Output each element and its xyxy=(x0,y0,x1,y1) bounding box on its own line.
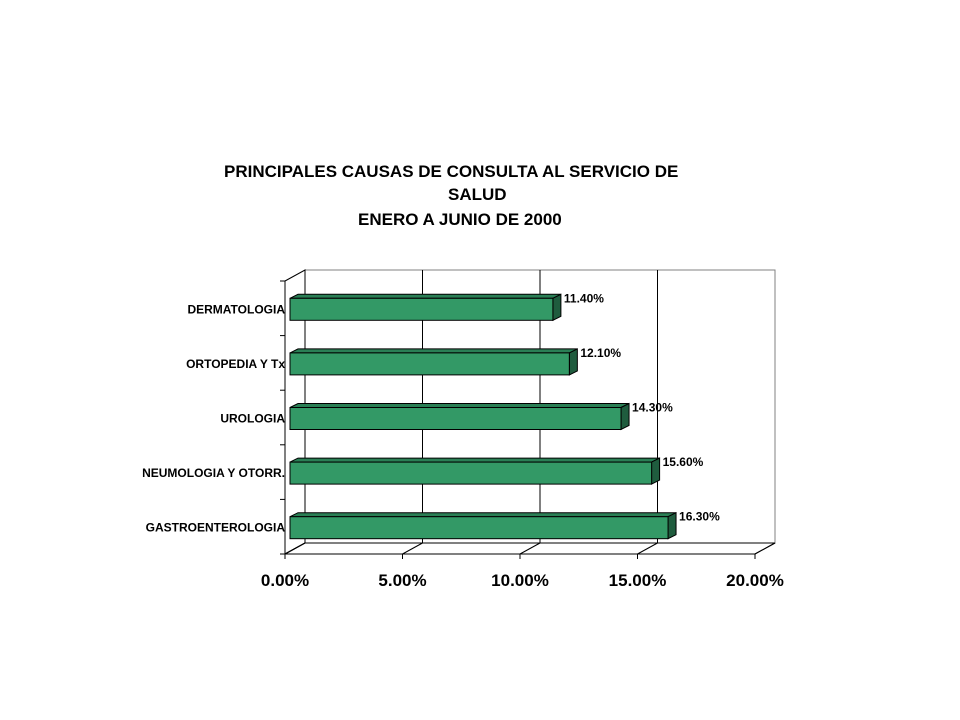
bar-side xyxy=(620,402,630,431)
bar-top xyxy=(289,512,677,518)
bar-value-label: 12.10% xyxy=(580,346,621,360)
chart-title: PRINCIPALES CAUSAS DE CONSULTA AL SERVIC… xyxy=(170,160,790,231)
floor-gridline xyxy=(402,542,423,555)
bar-value-label: 16.30% xyxy=(679,510,720,524)
chart-title-line-2: SALUD xyxy=(448,185,507,204)
bar-value-label: 15.60% xyxy=(663,455,704,469)
chart-title-line-3: ENERO A JUNIO DE 2000 xyxy=(358,210,562,229)
y-category-label: UROLOGIA xyxy=(220,412,285,426)
x-tick-label: 15.00% xyxy=(609,571,667,590)
bar xyxy=(289,461,653,485)
x-tick-label: 10.00% xyxy=(491,571,549,590)
floor-gridline xyxy=(637,542,658,555)
bar-top xyxy=(289,403,630,408)
bar-side xyxy=(667,511,677,540)
bar-top xyxy=(289,457,660,463)
bar-top xyxy=(289,293,562,299)
bar xyxy=(289,407,622,430)
y-category-label: DERMATOLOGIA xyxy=(187,302,285,316)
floor-gridline xyxy=(284,542,306,555)
bar-value-label: 11.40% xyxy=(564,291,604,305)
bar xyxy=(289,297,554,321)
bar-top xyxy=(289,348,578,354)
bar-side xyxy=(651,457,661,485)
bar xyxy=(289,516,669,540)
bar-value-label: 14.30% xyxy=(632,401,673,415)
x-tick-label: 20.00% xyxy=(726,571,784,590)
floor-gridline xyxy=(754,542,776,555)
y-category-label: NEUMOLOGIA Y OTORR. xyxy=(142,466,285,480)
floor-gridline xyxy=(519,542,541,555)
bar-side xyxy=(552,293,562,322)
bar-side xyxy=(568,348,578,376)
chart-title-line-1: PRINCIPALES CAUSAS DE CONSULTA AL SERVIC… xyxy=(224,162,679,181)
bar xyxy=(289,352,570,376)
y-category-label: ORTOPEDIA Y Tx xyxy=(186,357,285,371)
y-category-label: GASTROENTEROLOGIA xyxy=(146,521,286,535)
x-tick-label: 5.00% xyxy=(378,571,426,590)
x-tick-label: 0.00% xyxy=(261,571,309,590)
